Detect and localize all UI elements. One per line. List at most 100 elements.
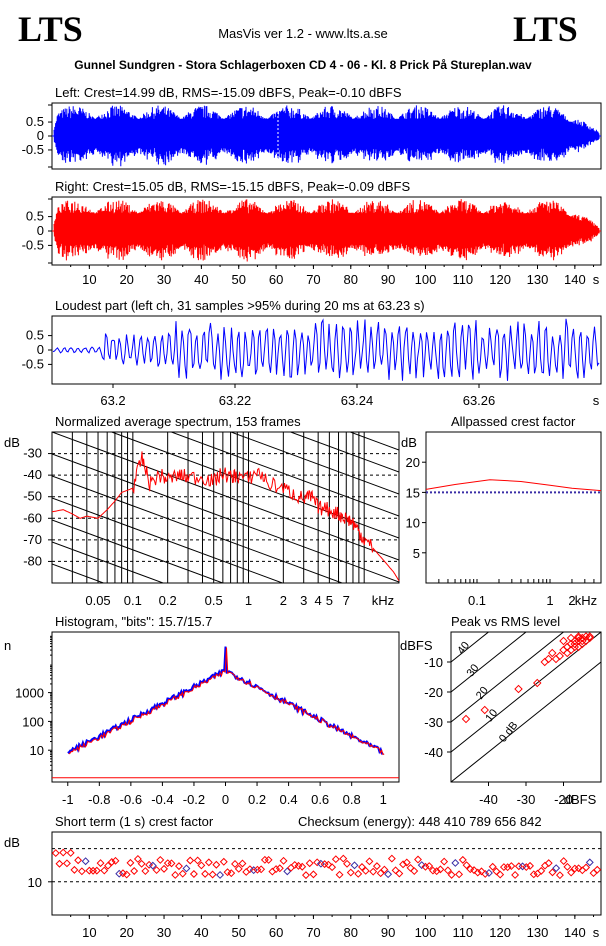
left-ytick-label: -0.5 bbox=[22, 142, 44, 157]
crest1s-title: Short term (1 s) crest factor bbox=[55, 814, 214, 829]
crest1s-point bbox=[104, 861, 112, 870]
crest1s-xtick-label: 110 bbox=[452, 925, 473, 940]
crest1s-point bbox=[167, 859, 176, 868]
crest1s-point bbox=[369, 867, 378, 876]
left-waveform bbox=[53, 105, 600, 167]
crest1s-point bbox=[51, 849, 60, 858]
crest1s-point bbox=[111, 856, 120, 865]
spectrum-tilt-line bbox=[52, 300, 399, 428]
crest1s-point bbox=[264, 855, 273, 864]
crest1s-point bbox=[201, 869, 210, 878]
crest1s-point bbox=[133, 854, 142, 863]
crest1s-xtick-label: 130 bbox=[527, 925, 549, 940]
crest1s-xtick-label: 10 bbox=[82, 925, 96, 940]
peakrms-diag-label: 30 bbox=[465, 662, 482, 679]
crest1s-point bbox=[193, 856, 202, 865]
loudest-ytick-label: -0.5 bbox=[22, 356, 44, 371]
crest1s-point bbox=[365, 857, 374, 866]
spectrum-ytick-label: -70 bbox=[23, 532, 42, 547]
crest1s-point bbox=[384, 870, 393, 879]
peakrms-point bbox=[551, 654, 561, 664]
loudest-xunit: s bbox=[593, 393, 600, 408]
crest1s-xtick-label: 70 bbox=[306, 925, 320, 940]
crest1s-point bbox=[511, 871, 520, 879]
crest1s-point bbox=[122, 870, 131, 879]
allpassed-title: Allpassed crest factor bbox=[451, 414, 576, 429]
crest1s-point bbox=[234, 864, 243, 873]
crest1s-point bbox=[451, 859, 460, 867]
crest1s-xtick-label: 40 bbox=[194, 925, 208, 940]
crest1s-point bbox=[148, 861, 157, 870]
crest1s-point bbox=[100, 866, 109, 875]
right-xtick-label: 70 bbox=[306, 272, 320, 287]
file-name: Gunnel Sundgren - Stora Schlagerboxen CD… bbox=[74, 58, 532, 72]
crest1s-point bbox=[257, 865, 266, 874]
right-xtick-label: 30 bbox=[157, 272, 171, 287]
histogram-title: Histogram, "bits": 15.7/15.7 bbox=[55, 614, 212, 629]
right-xtick-label: 50 bbox=[232, 272, 246, 287]
histogram-curve-right bbox=[68, 647, 385, 756]
right-xunit: s bbox=[593, 272, 600, 287]
histogram-xtick-label: 1 bbox=[380, 792, 387, 807]
crest1s-point bbox=[339, 854, 348, 863]
spectrum-ytick-label: -80 bbox=[23, 553, 42, 568]
crest1s-point bbox=[346, 868, 355, 877]
allpassed-curve bbox=[425, 479, 602, 492]
right-xtick-label: 130 bbox=[527, 272, 549, 287]
spectrum-xtick-label: 7 bbox=[343, 593, 350, 608]
crest1s-point bbox=[227, 869, 236, 878]
crest1s-point bbox=[376, 869, 385, 878]
crest1s-point bbox=[156, 855, 165, 864]
allpassed-ytick-label: 20 bbox=[406, 455, 420, 470]
right-xtick-label: 100 bbox=[415, 272, 437, 287]
crest1s-point bbox=[189, 870, 198, 878]
spectrum-xtick-label: 0.05 bbox=[85, 593, 110, 608]
right-xtick-label: 10 bbox=[82, 272, 96, 287]
peakrms-point bbox=[563, 642, 572, 652]
allpassed-ytick-label: 15 bbox=[406, 485, 420, 500]
crest1s-point bbox=[268, 867, 277, 876]
peakrms-point bbox=[574, 633, 583, 643]
peakrms-point bbox=[480, 705, 489, 715]
crest1s-point bbox=[350, 861, 359, 870]
loudest-ytick-label: 0.5 bbox=[26, 328, 44, 343]
crest1s-point bbox=[358, 863, 366, 871]
crest1s-point bbox=[496, 870, 505, 879]
right-xtick-label: 140 bbox=[564, 272, 586, 287]
crest1s-point bbox=[231, 859, 239, 868]
spectrum-xtick-label: 3 bbox=[300, 593, 307, 608]
crest1s-point bbox=[563, 862, 572, 871]
peakrms-point bbox=[559, 636, 568, 646]
histogram-xtick-label: 0.6 bbox=[311, 792, 329, 807]
crest1s-point bbox=[81, 857, 90, 866]
crest1s-point bbox=[126, 858, 135, 867]
crest1s-point bbox=[331, 855, 340, 864]
histogram-xtick-label: -0.2 bbox=[183, 792, 205, 807]
crest1s-point bbox=[593, 865, 602, 874]
crest1s-point bbox=[343, 859, 352, 868]
histogram-ytick-label: 100 bbox=[22, 714, 44, 729]
histogram-xtick-label: -0.6 bbox=[120, 792, 142, 807]
allpassed-ytick-label: 10 bbox=[406, 516, 420, 531]
peakrms-xtick-label: -40 bbox=[479, 792, 498, 807]
right-xtick-label: 120 bbox=[489, 272, 511, 287]
crest1s-point bbox=[458, 855, 467, 864]
spectrum-ytick-label: -50 bbox=[23, 489, 42, 504]
right-xtick-label: 20 bbox=[119, 272, 133, 287]
right-waveform bbox=[53, 199, 600, 262]
spectrum-tilt-line bbox=[52, 432, 399, 561]
peakrms-diagonal bbox=[451, 632, 527, 693]
crest1s-point bbox=[219, 857, 228, 866]
spectrum-curve bbox=[51, 451, 400, 582]
peakrms-ytick-label: -30 bbox=[424, 715, 443, 730]
right-xtick-label: 40 bbox=[194, 272, 208, 287]
crest1s-point bbox=[171, 870, 180, 879]
peakrms-diagonal bbox=[451, 632, 490, 663]
peakrms-diag-label: 40 bbox=[455, 640, 472, 657]
allpassed-xtick-label: 2 bbox=[568, 593, 575, 608]
peakrms-xunit: dBFS bbox=[564, 792, 597, 807]
peakrms-point bbox=[574, 632, 583, 641]
spectrum-tilt-line bbox=[169, 432, 399, 517]
spectrum-tilt-line bbox=[289, 432, 399, 473]
right-ytick-label: 0 bbox=[37, 223, 44, 238]
